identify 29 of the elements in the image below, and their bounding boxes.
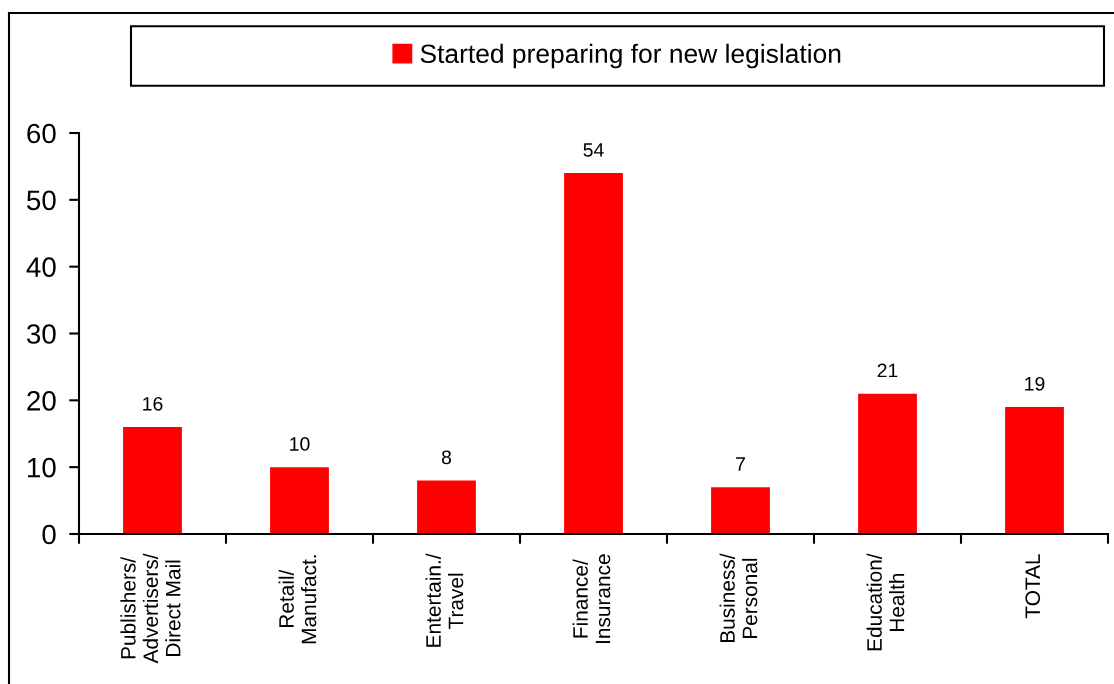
bar	[1005, 407, 1064, 534]
bar	[270, 467, 329, 534]
legend-label: Started preparing for new legislation	[420, 43, 841, 69]
x-tick-label: Business/ Personal	[719, 553, 758, 643]
bar	[711, 487, 770, 534]
x-tick-label: TOTAL	[1025, 554, 1041, 619]
y-tick-label: 40	[26, 257, 56, 278]
data-label: 54	[583, 143, 604, 157]
x-tick-label: Publishers/ Advertisers/ Direct Mail	[120, 553, 181, 664]
data-label: 19	[1025, 376, 1045, 391]
y-tick-label: 60	[27, 123, 56, 144]
x-tick-label: Retail/ Manufact.	[278, 555, 317, 644]
data-label: 21	[877, 363, 898, 378]
y-tick-label: 30	[26, 324, 56, 344]
x-tick-label: Education/ Health	[866, 553, 905, 651]
y-tick-label: 20	[27, 391, 56, 411]
y-tick-label: 50	[26, 190, 56, 211]
data-label: 8	[441, 450, 452, 465]
y-tick-label: 10	[28, 457, 56, 478]
data-label: 7	[736, 457, 745, 471]
bar	[564, 173, 623, 534]
x-tick-label: Finance/ Insurance	[572, 554, 611, 644]
data-label: 10	[290, 437, 310, 451]
bar	[123, 427, 182, 534]
x-tick-label: Entertain./ Travel	[425, 553, 464, 647]
y-tick-label: 0	[42, 524, 56, 545]
data-label: 16	[143, 396, 163, 411]
bar	[417, 480, 476, 534]
bar	[858, 393, 917, 534]
